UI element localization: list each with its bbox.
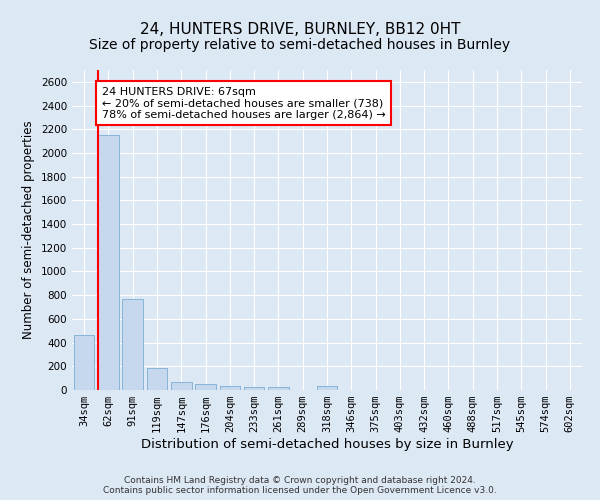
Bar	[268, 387, 289, 390]
Bar	[195, 384, 216, 390]
Bar	[98, 135, 119, 390]
Bar	[146, 368, 167, 390]
Text: Size of property relative to semi-detached houses in Burnley: Size of property relative to semi-detach…	[89, 38, 511, 52]
Bar	[122, 298, 143, 390]
Y-axis label: Number of semi-detached properties: Number of semi-detached properties	[22, 120, 35, 340]
Text: Contains HM Land Registry data © Crown copyright and database right 2024.
Contai: Contains HM Land Registry data © Crown c…	[103, 476, 497, 495]
Bar	[244, 387, 265, 390]
Bar	[171, 382, 191, 390]
Text: 24, HUNTERS DRIVE, BURNLEY, BB12 0HT: 24, HUNTERS DRIVE, BURNLEY, BB12 0HT	[140, 22, 460, 38]
Bar	[317, 386, 337, 390]
X-axis label: Distribution of semi-detached houses by size in Burnley: Distribution of semi-detached houses by …	[140, 438, 514, 451]
Bar	[220, 386, 240, 390]
Text: 24 HUNTERS DRIVE: 67sqm
← 20% of semi-detached houses are smaller (738)
78% of s: 24 HUNTERS DRIVE: 67sqm ← 20% of semi-de…	[102, 86, 386, 120]
Bar	[74, 336, 94, 390]
